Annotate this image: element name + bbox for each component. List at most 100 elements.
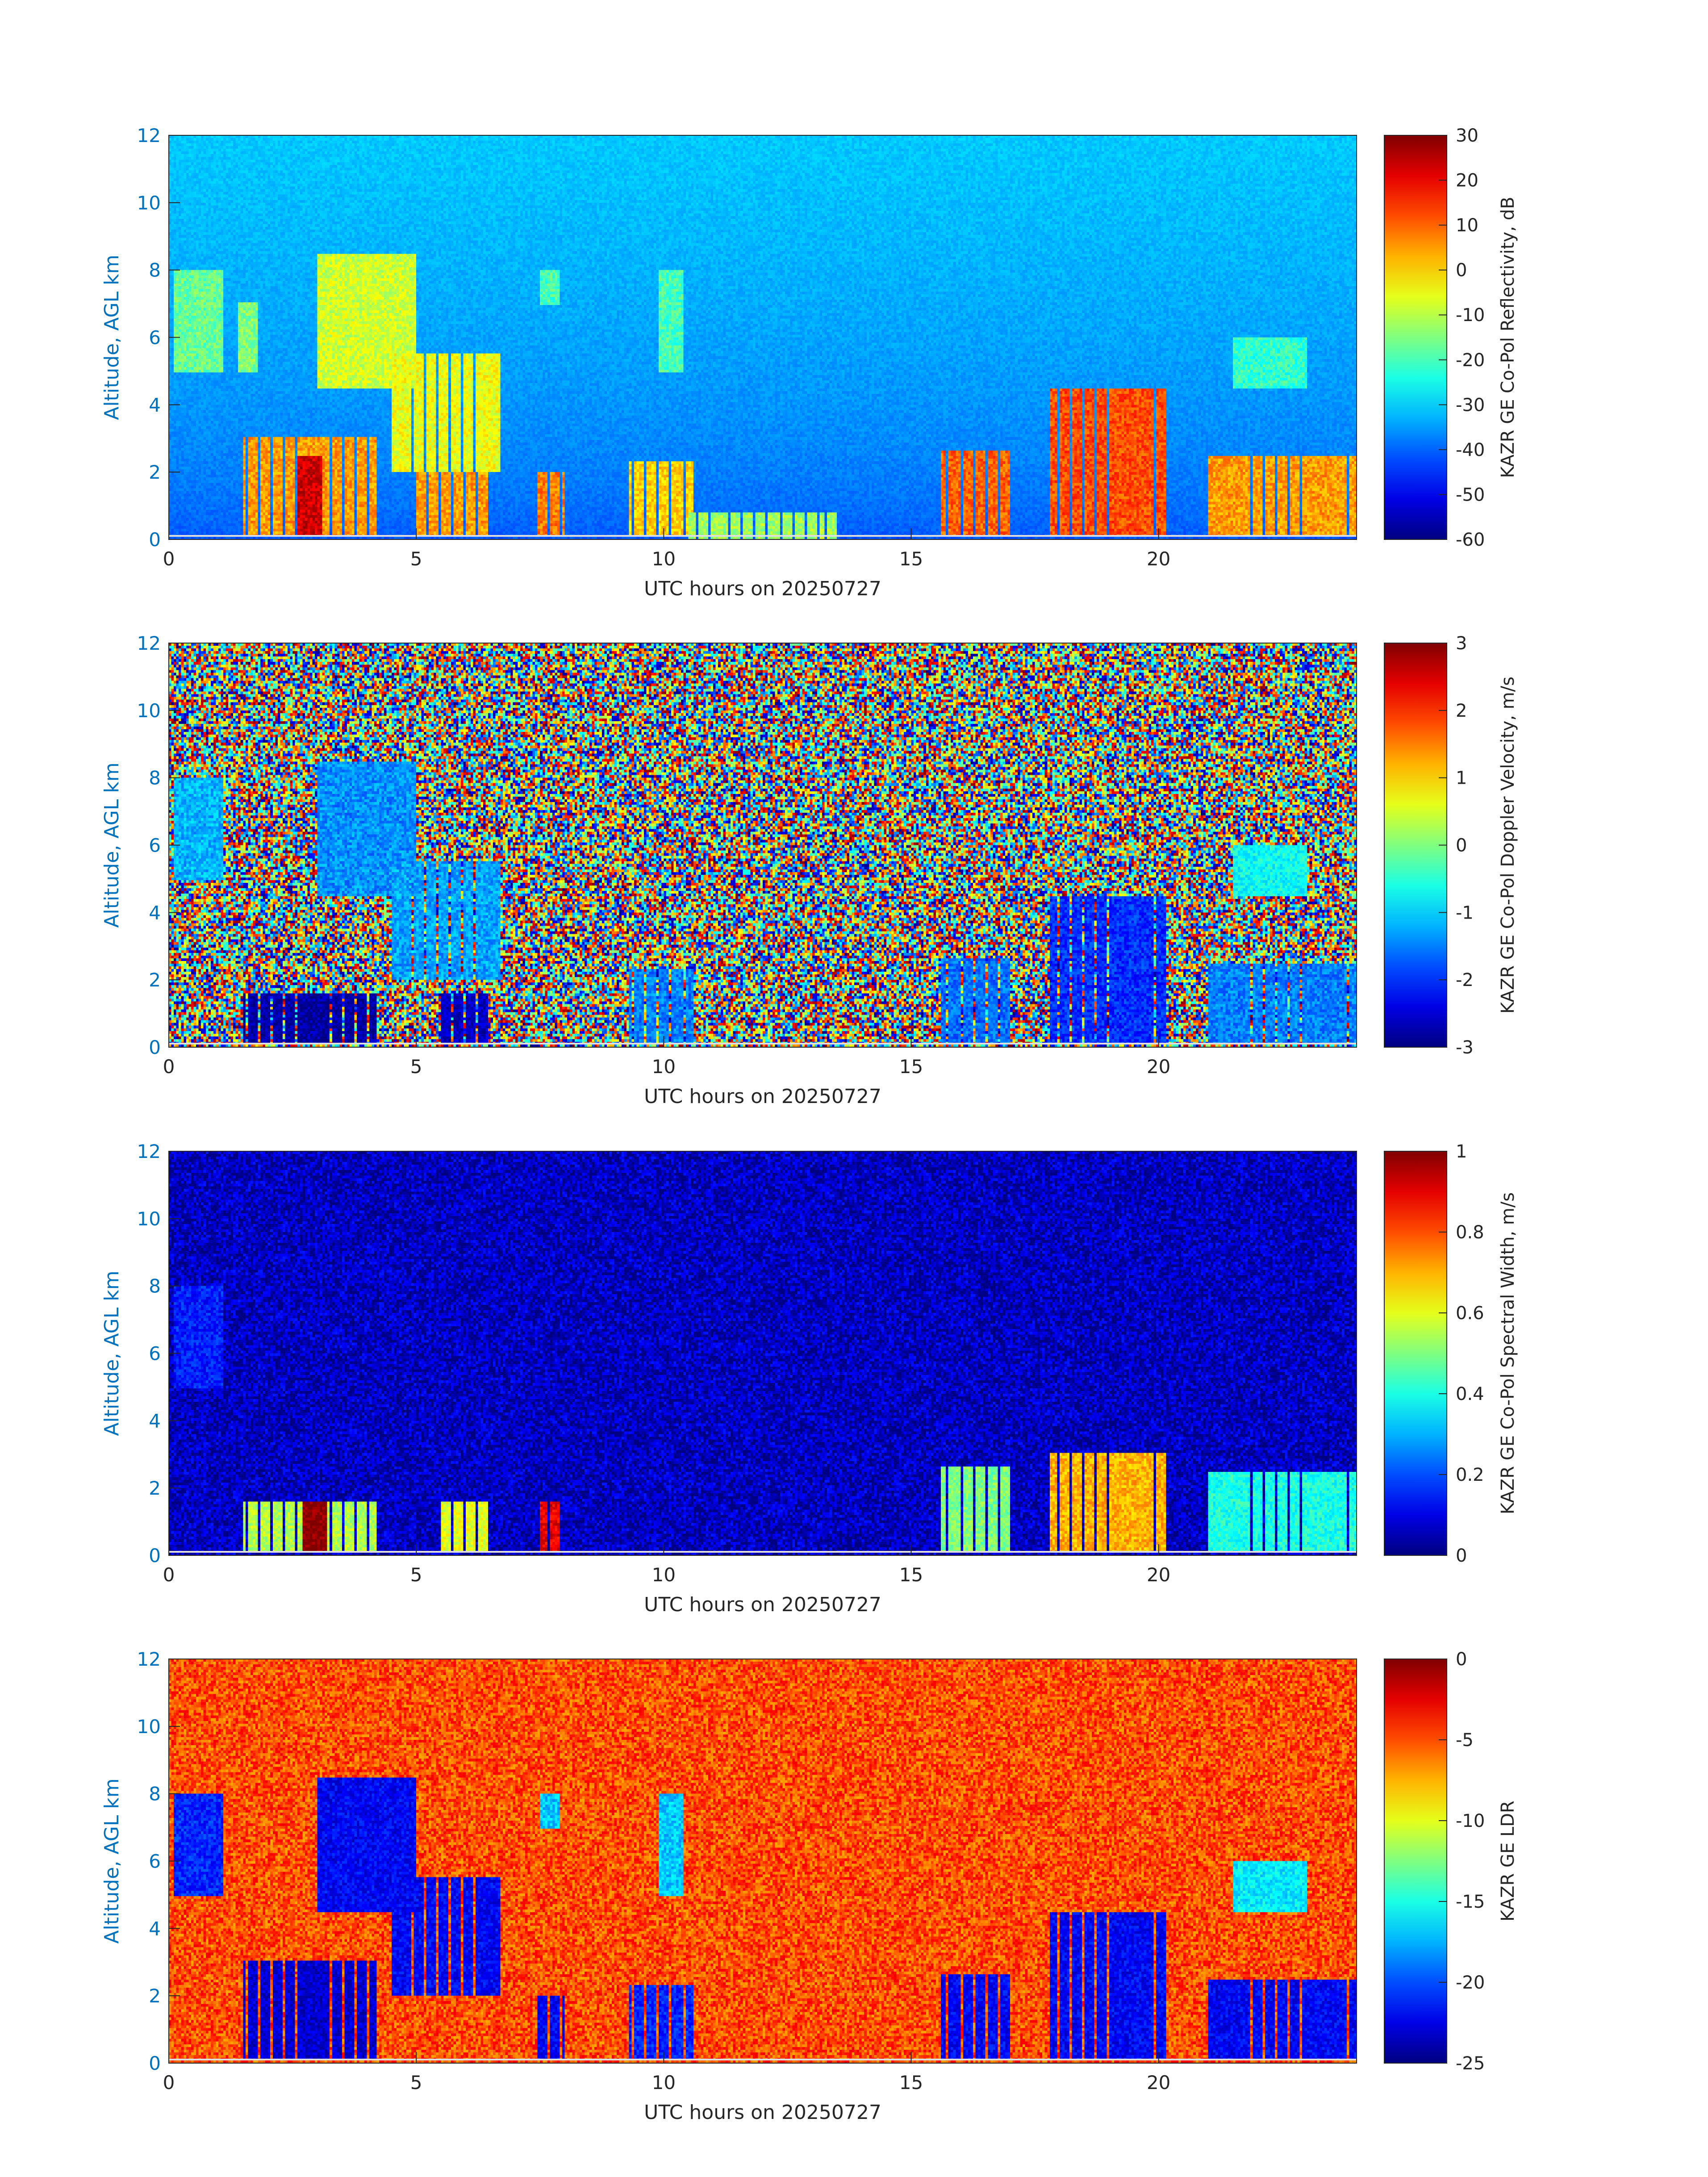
colorbar-tick-label: -20: [1456, 1972, 1485, 1993]
colorbar-tick-label: -40: [1456, 440, 1485, 460]
x-tick-label: 0: [163, 1564, 175, 1586]
colorbar-tick-label: 0.6: [1456, 1303, 1484, 1324]
y-tick-label: 4: [149, 394, 161, 416]
y-tick-label: 0: [149, 1036, 161, 1058]
y-tick-label: 12: [137, 632, 161, 654]
x-tick-label: 20: [1147, 548, 1170, 570]
colorbar-tick-label: 0.4: [1456, 1384, 1484, 1404]
x-axis-label: UTC hours on 20250727: [644, 1593, 881, 1616]
colorbar-tick-label: -2: [1456, 970, 1474, 990]
y-tick-label: 8: [149, 767, 161, 789]
colorbar-tick-label: -5: [1456, 1730, 1474, 1751]
colorbar-tick-label: -15: [1456, 1892, 1485, 1912]
y-axis-label: Altitude, AGL km: [100, 1270, 123, 1436]
x-axis-label: UTC hours on 20250727: [644, 577, 881, 600]
y-tick-label: 8: [149, 1783, 161, 1805]
colorbar-tick-label: -60: [1456, 530, 1485, 550]
heatmap-image: [169, 643, 1357, 1047]
y-tick-label: 12: [137, 1141, 161, 1162]
y-tick-label: 6: [149, 1343, 161, 1365]
colorbar-tick-label: 3: [1456, 633, 1467, 654]
colorbar-tick-label: 1: [1456, 768, 1467, 789]
colorbar: [1384, 643, 1447, 1048]
x-tick-label: 5: [410, 2072, 422, 2093]
heatmap-image: [169, 135, 1357, 539]
x-tick-label: 20: [1147, 1056, 1170, 1078]
x-tick-label: 5: [410, 1564, 422, 1586]
y-tick-label: 0: [149, 1545, 161, 1567]
y-tick-label: 8: [149, 259, 161, 281]
x-tick-label: 0: [163, 548, 175, 570]
x-tick-label: 10: [652, 548, 676, 570]
y-tick-label: 2: [149, 1985, 161, 2007]
colorbar-tick-label: 0: [1456, 1649, 1467, 1670]
colorbar-tick-label: -50: [1456, 485, 1485, 505]
colorbar-tick-label: -10: [1456, 1811, 1485, 1831]
x-tick-label: 0: [163, 1056, 175, 1078]
x-tick-label: 20: [1147, 1564, 1170, 1586]
colorbar-tick-label: 0.2: [1456, 1465, 1484, 1485]
x-tick-label: 5: [410, 1056, 422, 1078]
y-tick-label: 2: [149, 1477, 161, 1499]
y-tick-label: 2: [149, 461, 161, 483]
colorbar-label: KAZR GE Co-Pol Spectral Width, m/s: [1498, 1192, 1518, 1514]
colorbar-tick-label: -10: [1456, 305, 1485, 326]
y-tick-label: 10: [137, 1208, 161, 1230]
colorbar-label: KAZR GE Co-Pol Reflectivity, dB: [1498, 197, 1518, 478]
y-tick-label: 4: [149, 1410, 161, 1432]
x-tick-label: 10: [652, 1056, 676, 1078]
x-tick-label: 5: [410, 548, 422, 570]
x-tick-label: 15: [899, 2072, 923, 2093]
y-tick-label: 6: [149, 835, 161, 857]
colorbar-tick-label: 0.8: [1456, 1222, 1484, 1243]
colorbar-tick-label: -3: [1456, 1037, 1474, 1058]
x-tick-label: 0: [163, 2072, 175, 2093]
colorbar-tick-label: 0: [1456, 260, 1467, 281]
colorbar-tick-label: 20: [1456, 171, 1478, 191]
x-tick-label: 15: [899, 548, 923, 570]
x-tick-label: 10: [652, 1564, 676, 1586]
y-tick-label: 0: [149, 2052, 161, 2074]
y-tick-label: 6: [149, 1851, 161, 1872]
colorbar: [1384, 135, 1447, 540]
y-tick-label: 6: [149, 327, 161, 349]
x-axis-label: UTC hours on 20250727: [644, 1085, 881, 1108]
panel-reflectivity: 0 5 10 15 20 0 2 4 6 8 10 12 UTC hours on 20250727 Al…: [100, 125, 1518, 600]
y-tick-label: 4: [149, 1918, 161, 1939]
colorbar-label: KAZR GE Co-Pol Doppler Velocity, m/s: [1498, 677, 1518, 1014]
colorbar-tick-label: 0: [1456, 836, 1467, 856]
colorbar-tick-label: 0: [1456, 1546, 1467, 1566]
heatmap-image: [169, 1151, 1357, 1555]
x-tick-label: 15: [899, 1056, 923, 1078]
y-tick-label: 8: [149, 1275, 161, 1297]
colorbar-label: KAZR GE LDR: [1498, 1801, 1518, 1922]
colorbar-tick-label: -20: [1456, 350, 1485, 371]
y-tick-label: 2: [149, 969, 161, 991]
y-tick-label: 4: [149, 902, 161, 923]
y-tick-label: 10: [137, 192, 161, 214]
y-tick-label: 12: [137, 1648, 161, 1670]
panel-ldr: 0 5 10 15 20 0 2 4 6 8 10 12 UTC hours on 20250727 Al…: [100, 1648, 1518, 2124]
heatmap-image: [169, 1659, 1357, 2063]
colorbar-tick-label: -30: [1456, 395, 1485, 415]
colorbar-tick-label: 10: [1456, 215, 1478, 236]
x-tick-label: 20: [1147, 2072, 1170, 2093]
y-axis-label: Altitude, AGL km: [100, 1778, 123, 1943]
x-axis-label: UTC hours on 20250727: [644, 2101, 881, 2124]
y-axis-label: Altitude, AGL km: [100, 255, 123, 420]
colorbar-tick-label: -1: [1456, 903, 1474, 923]
x-tick-label: 10: [652, 2072, 676, 2093]
colorbar: [1384, 1659, 1447, 2064]
colorbar-tick-label: 2: [1456, 701, 1467, 721]
y-tick-label: 10: [137, 700, 161, 722]
y-tick-label: 12: [137, 125, 161, 146]
y-axis-label: Altitude, AGL km: [100, 762, 123, 928]
y-tick-label: 10: [137, 1716, 161, 1738]
y-tick-label: 0: [149, 529, 161, 551]
colorbar: [1384, 1151, 1447, 1556]
colorbar-tick-label: -25: [1456, 2053, 1485, 2074]
colorbar-tick-label: 30: [1456, 125, 1478, 146]
